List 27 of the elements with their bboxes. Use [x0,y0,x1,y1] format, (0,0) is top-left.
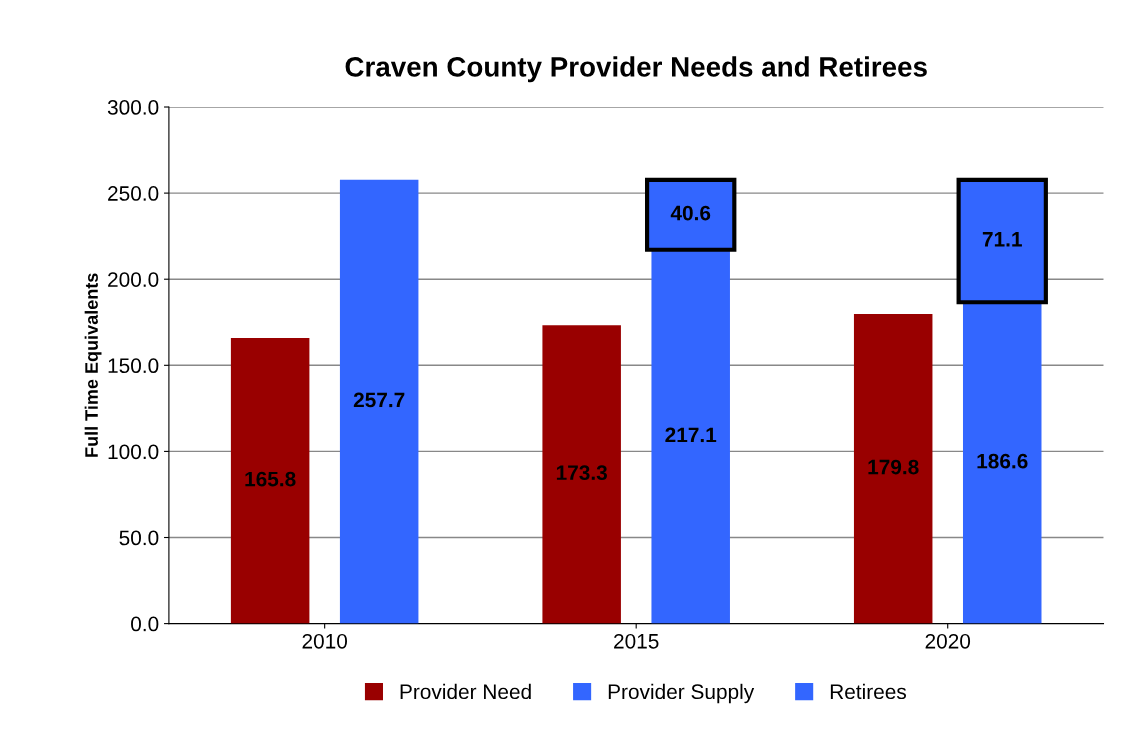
bar [853,313,933,624]
bar [542,325,621,624]
chart-title: Craven County Provider Needs and Retirees [345,56,927,83]
data-label: 186.6 [977,453,1028,469]
y-axis-title: Full Time Equivalents [84,273,102,457]
legend-label: Provider Supply [608,683,755,704]
x-tick-label: 2015 [614,633,659,649]
y-tick-label: 200.0 [108,272,159,287]
data-label: 257.7 [353,392,405,408]
y-tick-label: 0.0 [131,616,159,632]
data-label: 179.8 [868,459,919,475]
data-label: 71.1 [982,232,1022,247]
data-label: 217.1 [665,427,717,443]
y-tick-label: 50.0 [119,530,159,546]
y-tick-label: 300.0 [107,100,159,115]
legend-label: Retirees [830,683,906,700]
bar [339,179,419,624]
bar [230,338,310,624]
y-tick-label: 150.0 [108,358,159,374]
data-label: 173.3 [556,465,607,481]
x-tick-label: 2020 [925,633,971,649]
data-label: 40.6 [670,205,711,221]
data-label: 165.8 [245,471,296,487]
y-tick-label: 100.0 [108,444,159,460]
x-tick-label: 2010 [302,633,348,649]
legend-label: Provider Need [400,683,531,700]
y-tick-label: 250.0 [108,186,159,201]
